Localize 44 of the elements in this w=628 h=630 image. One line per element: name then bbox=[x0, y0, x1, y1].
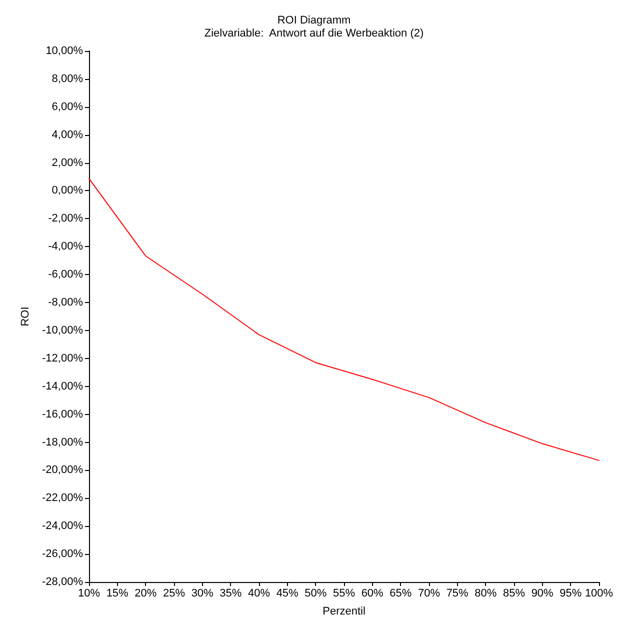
y-tick-label: -22,00% bbox=[42, 492, 84, 504]
y-tick-label: 10,00% bbox=[46, 45, 84, 57]
y-tick-label: -16,00% bbox=[42, 408, 84, 420]
x-tick-label: 40% bbox=[248, 588, 270, 600]
x-tick-label: 75% bbox=[446, 588, 469, 600]
y-tick-label: -14,00% bbox=[42, 380, 84, 392]
x-tick-label: 90% bbox=[531, 588, 554, 600]
y-tick-label: -26,00% bbox=[42, 548, 84, 560]
x-tick-label: 95% bbox=[560, 588, 582, 600]
x-tick-label: 60% bbox=[361, 588, 384, 600]
y-tick-label: -2,00% bbox=[48, 212, 84, 225]
y-tick-label: 0,00% bbox=[52, 184, 84, 197]
y-tick-label: -12,00% bbox=[42, 352, 84, 364]
chart-subtitle: Zielvariable: Antwort auf die Werbeaktion (2) bbox=[204, 28, 424, 40]
y-tick-label: 6,00% bbox=[52, 100, 84, 113]
x-tick-label: 65% bbox=[390, 588, 412, 600]
y-tick-label: -10,00% bbox=[42, 324, 84, 336]
x-tick-label: 50% bbox=[304, 588, 327, 600]
x-tick-label: 30% bbox=[191, 588, 214, 600]
y-axis-title: ROI bbox=[20, 306, 32, 326]
x-tick-label: 35% bbox=[220, 588, 242, 600]
y-tick-label: 2,00% bbox=[52, 156, 84, 169]
x-tick-label: 45% bbox=[276, 588, 299, 600]
x-tick-label: 80% bbox=[474, 588, 497, 600]
x-axis-title: Perzentil bbox=[322, 606, 366, 618]
x-tick-label: 20% bbox=[134, 588, 157, 600]
y-tick-label: -20,00% bbox=[42, 464, 84, 476]
y-tick-label: 8,00% bbox=[52, 72, 84, 85]
y-tick-label: -28,00% bbox=[42, 576, 84, 588]
line-series bbox=[88, 178, 600, 461]
x-tick-label: 10% bbox=[78, 588, 100, 600]
y-tick-label: -6,00% bbox=[48, 268, 84, 281]
y-tick-label: -8,00% bbox=[48, 296, 84, 309]
x-tick-label: 55% bbox=[332, 588, 356, 600]
x-tick-label: 70% bbox=[418, 588, 440, 600]
y-tick-label: -18,00% bbox=[42, 436, 84, 448]
y-tick-label: -4,00% bbox=[48, 240, 84, 253]
y-tick-label: -24,00% bbox=[42, 520, 84, 532]
x-tick-label: 85% bbox=[502, 588, 526, 600]
x-tick-label: 25% bbox=[162, 588, 186, 600]
x-tick-label: 15% bbox=[106, 588, 129, 600]
x-tick-label: 100% bbox=[584, 588, 614, 600]
chart-title: ROI Diagramm bbox=[277, 14, 351, 26]
y-tick-label: 4,00% bbox=[52, 128, 84, 141]
